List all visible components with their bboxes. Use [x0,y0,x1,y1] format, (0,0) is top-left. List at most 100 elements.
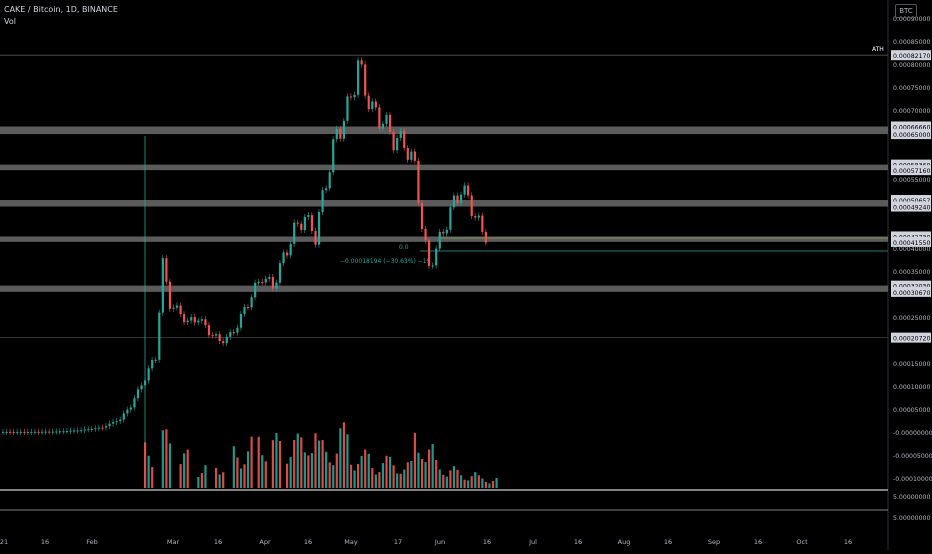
candle-body [73,430,76,432]
volume-bar [286,463,289,488]
candle-body [342,120,345,139]
x-tick-label: 16 [214,538,222,546]
y-tick-label: 0.00055000 [893,177,930,184]
price-label: 0.00041550 [893,240,930,247]
candle-body [360,60,363,65]
candle-body [250,297,253,308]
candle-body [140,385,143,390]
volume-bar [342,422,345,488]
candle-body [179,305,182,315]
candle-body [367,95,370,110]
y-tick-label: -0.00000000 [893,430,932,437]
volume-bar [325,451,328,488]
volume-bar [250,436,253,488]
candle-body [9,431,12,433]
candle-body [470,195,473,217]
candle-body [410,151,413,160]
x-tick-label: Apr [259,538,271,546]
x-tick-label: 17 [394,538,402,546]
candle-body [317,211,321,245]
volume-bar [310,453,314,488]
currency-badge[interactable]: BTC [895,4,917,18]
candle-body [207,325,211,336]
candle-body [197,320,200,323]
candle-body [101,427,104,429]
candle-body [381,123,385,129]
price-label: 0.00065000 [893,132,930,139]
candle-body [388,114,392,132]
volume-label: Vol [4,17,16,26]
candle-body [168,281,172,309]
volume-bar [289,457,292,488]
candle-body [183,314,186,323]
volume-bar [339,428,342,488]
candle-body [374,101,377,108]
candle-body [218,334,221,342]
candle-body [26,431,30,433]
volume-bar [261,455,264,488]
candle-body [271,277,274,289]
volume-bar [438,469,441,488]
candle-body [445,229,448,234]
volume-bar [406,462,409,488]
candle-body [325,188,328,191]
candle-body [37,431,40,433]
volume-bar [396,473,399,488]
volume-bar [449,470,452,488]
volume-bar [243,464,246,488]
candle-body [200,319,203,321]
candle-body [186,320,189,323]
candle-body [2,431,5,433]
volume-bar [335,453,338,488]
candle-body [442,231,445,234]
candle-body [204,319,207,326]
volume-bar [491,481,495,488]
volume-bar [417,452,420,488]
y-tick-label: 0.00005000 [893,407,930,414]
volume-bar [481,478,484,488]
candle-body [222,341,225,344]
candle-body [58,431,61,433]
volume-bar [271,440,274,488]
volume-bar [147,455,150,488]
candle-body [307,215,310,217]
volume-bar [232,446,235,488]
price-label-box [891,195,931,206]
volume-tick-label: 5.00000000 [893,515,930,522]
price-label-box [891,286,931,297]
y-tick-label: 0.00075000 [893,85,930,92]
candle-body [314,231,317,245]
candle-body [193,317,196,323]
candle-body [396,137,399,151]
ath-label: ATH [872,46,884,53]
price-label: 0.00049240 [893,205,930,212]
candle-body [399,130,402,138]
candle-body [48,431,51,433]
volume-bar [165,429,168,488]
volume-bar [484,481,487,488]
x-tick-label: Jul [528,538,537,546]
price-label: 0.00050657 [893,198,930,205]
candle-body [293,222,296,244]
candle-body [115,421,118,423]
volume-bar [168,443,172,488]
volume-bar [435,459,438,488]
volume-bar [495,478,498,488]
candle-body [481,215,484,232]
y-tick-label: -0.00005000 [893,453,932,460]
x-tick-label: 16 [574,538,582,546]
candle-body [378,107,381,129]
volume-bar [364,449,367,488]
volume-bar [392,465,395,488]
y-tick-label: 0.00025000 [893,315,930,322]
volume-bar [246,451,250,488]
price-label-box [891,165,931,176]
volume-bar [459,475,463,488]
candle-body [484,231,487,243]
candle-body [246,306,250,308]
candle-body [417,160,420,204]
candle-body [87,429,90,431]
candle-body [62,431,65,433]
